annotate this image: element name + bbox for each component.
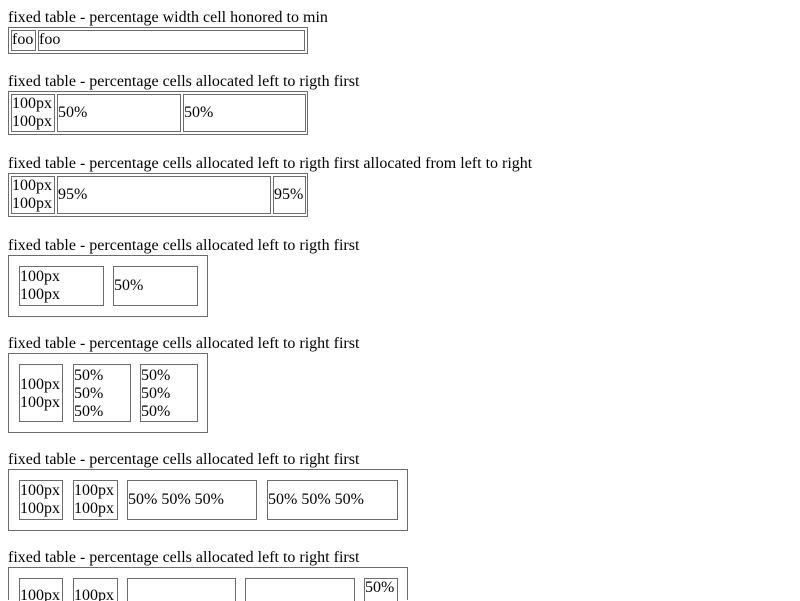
table-cell: foo bbox=[11, 30, 36, 51]
cell-line: 100px bbox=[12, 177, 52, 194]
test-caption: fixed table - percentage width cell hono… bbox=[8, 9, 328, 26]
test-caption: fixed table - percentage cells allocated… bbox=[8, 155, 533, 172]
test-caption: fixed table - percentage cells allocated… bbox=[8, 237, 360, 254]
test-7: fixed table - percentage cells allocated… bbox=[8, 549, 408, 601]
table-cell: 50% bbox=[183, 94, 306, 132]
table-cell: 50% 50% 50% bbox=[127, 480, 257, 520]
cell-line: 50% bbox=[74, 403, 104, 420]
table-cell: 95% bbox=[273, 176, 306, 214]
cell-line: 50% bbox=[74, 385, 104, 402]
cell-line: 100px bbox=[12, 95, 52, 112]
test-table: 100px 100px 50% bbox=[8, 255, 208, 317]
table-cell: 100px bbox=[73, 578, 118, 601]
table-cell: 100px 100px bbox=[19, 480, 63, 520]
cell-line: 50% bbox=[141, 385, 171, 402]
table-cell bbox=[127, 578, 236, 601]
test-4: fixed table - percentage cells allocated… bbox=[8, 237, 359, 317]
table-cell: 50% 50% 50% bbox=[140, 364, 198, 422]
table-cell: 50% bbox=[364, 578, 398, 601]
test-caption: fixed table - percentage cells allocated… bbox=[8, 549, 360, 566]
test-5: fixed table - percentage cells allocated… bbox=[8, 335, 359, 433]
cell-line: 100px bbox=[74, 500, 114, 517]
table-cell: 100px bbox=[19, 578, 63, 601]
cell-line: 100px bbox=[20, 268, 60, 285]
table-cell: 50% bbox=[57, 94, 181, 132]
cell-line: 100px bbox=[12, 195, 52, 212]
cell-line: 100px bbox=[12, 113, 52, 130]
test-table: 100px 100px 100px 100px 50% 50% 50% 50% … bbox=[8, 469, 408, 531]
table-cell: 95% bbox=[57, 176, 271, 214]
cell-line: 50% bbox=[141, 403, 171, 420]
cell-line: 50% bbox=[141, 367, 171, 384]
table-cell: 50% 50% 50% bbox=[73, 364, 131, 422]
cell-line: 100px bbox=[20, 394, 60, 411]
table-cell: 100px 100px bbox=[11, 94, 55, 132]
test-3: fixed table - percentage cells allocated… bbox=[8, 155, 532, 217]
test-table: 100px 100px 50% 50% 50% 50% 50% 50% bbox=[8, 353, 208, 433]
cell-line: 100px bbox=[74, 482, 114, 499]
test-table: foo foo bbox=[8, 27, 308, 54]
test-6: fixed table - percentage cells allocated… bbox=[8, 451, 408, 531]
cell-line: 100px bbox=[20, 500, 60, 517]
test-1: fixed table - percentage width cell hono… bbox=[8, 9, 328, 54]
table-cell: 100px 100px bbox=[11, 176, 55, 214]
cell-line: 50% bbox=[74, 367, 104, 384]
cell-line: 100px bbox=[20, 286, 60, 303]
test-caption: fixed table - percentage cells allocated… bbox=[8, 451, 360, 468]
table-cell: 100px 100px bbox=[73, 480, 118, 520]
table-cell bbox=[245, 578, 355, 601]
test-caption: fixed table - percentage cells allocated… bbox=[8, 73, 360, 90]
cell-line: 100px bbox=[20, 376, 60, 393]
table-cell: 100px 100px bbox=[19, 266, 104, 306]
cell-line: 100px bbox=[20, 482, 60, 499]
test-2: fixed table - percentage cells allocated… bbox=[8, 73, 359, 135]
table-cell: foo bbox=[38, 30, 305, 51]
table-cell: 100px 100px bbox=[19, 364, 63, 422]
test-table: 100px 100px 50% 50% bbox=[8, 91, 308, 135]
test-caption: fixed table - percentage cells allocated… bbox=[8, 335, 360, 352]
table-cell: 50% 50% 50% bbox=[267, 480, 398, 520]
table-cell: 50% bbox=[113, 266, 198, 306]
test-table: 100px 100px 95% 95% bbox=[8, 173, 308, 217]
test-table: 100px 100px 50% bbox=[8, 567, 408, 601]
